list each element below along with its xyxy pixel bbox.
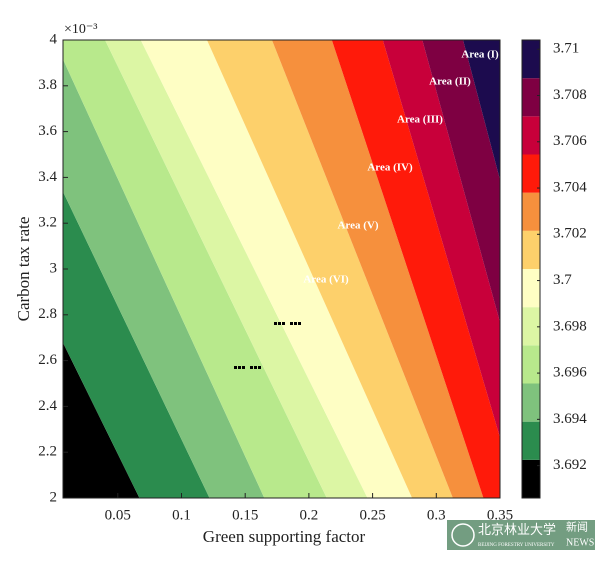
area-label: Area (VI) (303, 274, 349, 286)
contour-band (140, 40, 413, 498)
x-tick-label: 0.3 (427, 507, 446, 523)
colorbar-segment (522, 116, 540, 155)
colorbar-frame (521, 39, 541, 499)
watermark: 北京林业大学 BEIJING FORESTRY UNIVERSITY 新闻 NE… (447, 520, 595, 550)
watermark-tag: 新闻 (566, 520, 588, 534)
y-tick-label: 3.6 (38, 123, 57, 139)
y-tick-label: 3.8 (38, 77, 57, 93)
y-axis-label: Carbon tax rate (14, 217, 33, 322)
area-label: Area (II) (429, 76, 471, 88)
y-tick-label: 3 (50, 260, 58, 276)
colorbar-segment (522, 459, 540, 498)
y-exponent: ×10⁻³ (64, 22, 97, 37)
contour-band (463, 40, 500, 180)
contour-band (271, 40, 484, 498)
colorbar-segment (522, 383, 540, 422)
contour-bands (63, 40, 500, 498)
y-tick-label: 2.2 (38, 444, 57, 460)
area-label: Area (V) (337, 220, 378, 232)
watermark-name: 北京林业大学 (478, 522, 556, 537)
colorbar-tick-label: 3.696 (553, 365, 587, 381)
colorbar-segment (522, 421, 540, 460)
y-tick-label: 2.8 (38, 306, 57, 322)
contour-band (105, 40, 368, 498)
y-tick-label: 2.4 (38, 398, 57, 414)
colorbar-tick-label: 3.7 (553, 272, 572, 288)
markers (234, 322, 301, 369)
colorbar-segment (522, 345, 540, 384)
contour-band (422, 40, 500, 323)
y-tick-label: 4 (50, 31, 58, 47)
watermark-tag: NEWS (566, 537, 594, 548)
y-tick-label: 2.6 (38, 352, 57, 368)
colorbar-tick-label: 3.706 (553, 133, 587, 149)
y-tick-label: 2 (50, 489, 58, 505)
colorbar-tick-label: 3.708 (553, 87, 587, 103)
x-tick-label: 0.05 (105, 507, 131, 523)
colorbar-tick-label: 3.71 (553, 41, 579, 57)
colorbar-tick-label: 3.698 (553, 318, 587, 334)
colorbar-tick-label: 3.692 (553, 457, 587, 473)
colorbar-segment (522, 192, 540, 231)
x-axis-label: Green supporting factor (203, 527, 366, 546)
x-tick-label: 0.2 (300, 507, 319, 523)
colorbar-tick-label: 3.704 (553, 179, 587, 195)
colorbar-segment (522, 78, 540, 117)
x-tick-label: 0.1 (172, 507, 191, 523)
area-label: Area (I) (461, 49, 499, 61)
contour-band (63, 40, 327, 498)
y-tick-label: 3.4 (38, 169, 57, 185)
area-label: Area (IV) (367, 162, 413, 174)
contour-band (382, 40, 500, 438)
colorbar-segment (522, 269, 540, 308)
x-tick-label: 0.15 (232, 507, 258, 523)
contour-band (206, 40, 453, 498)
colorbar-segment (522, 307, 540, 346)
colorbar-segment (522, 230, 540, 269)
x-tick-label: 0.35 (487, 507, 513, 523)
colorbar-tick-label: 3.694 (553, 411, 587, 427)
watermark-sub: BEIJING FORESTRY UNIVERSITY (478, 543, 555, 548)
area-label: Area (III) (397, 114, 443, 126)
y-tick-label: 3.2 (38, 215, 57, 231)
x-tick-label: 0.25 (359, 507, 385, 523)
colorbar-tick-label: 3.702 (553, 226, 587, 242)
contour-band (331, 40, 500, 498)
colorbar-segment (522, 40, 540, 79)
colorbar-segment (522, 154, 540, 193)
